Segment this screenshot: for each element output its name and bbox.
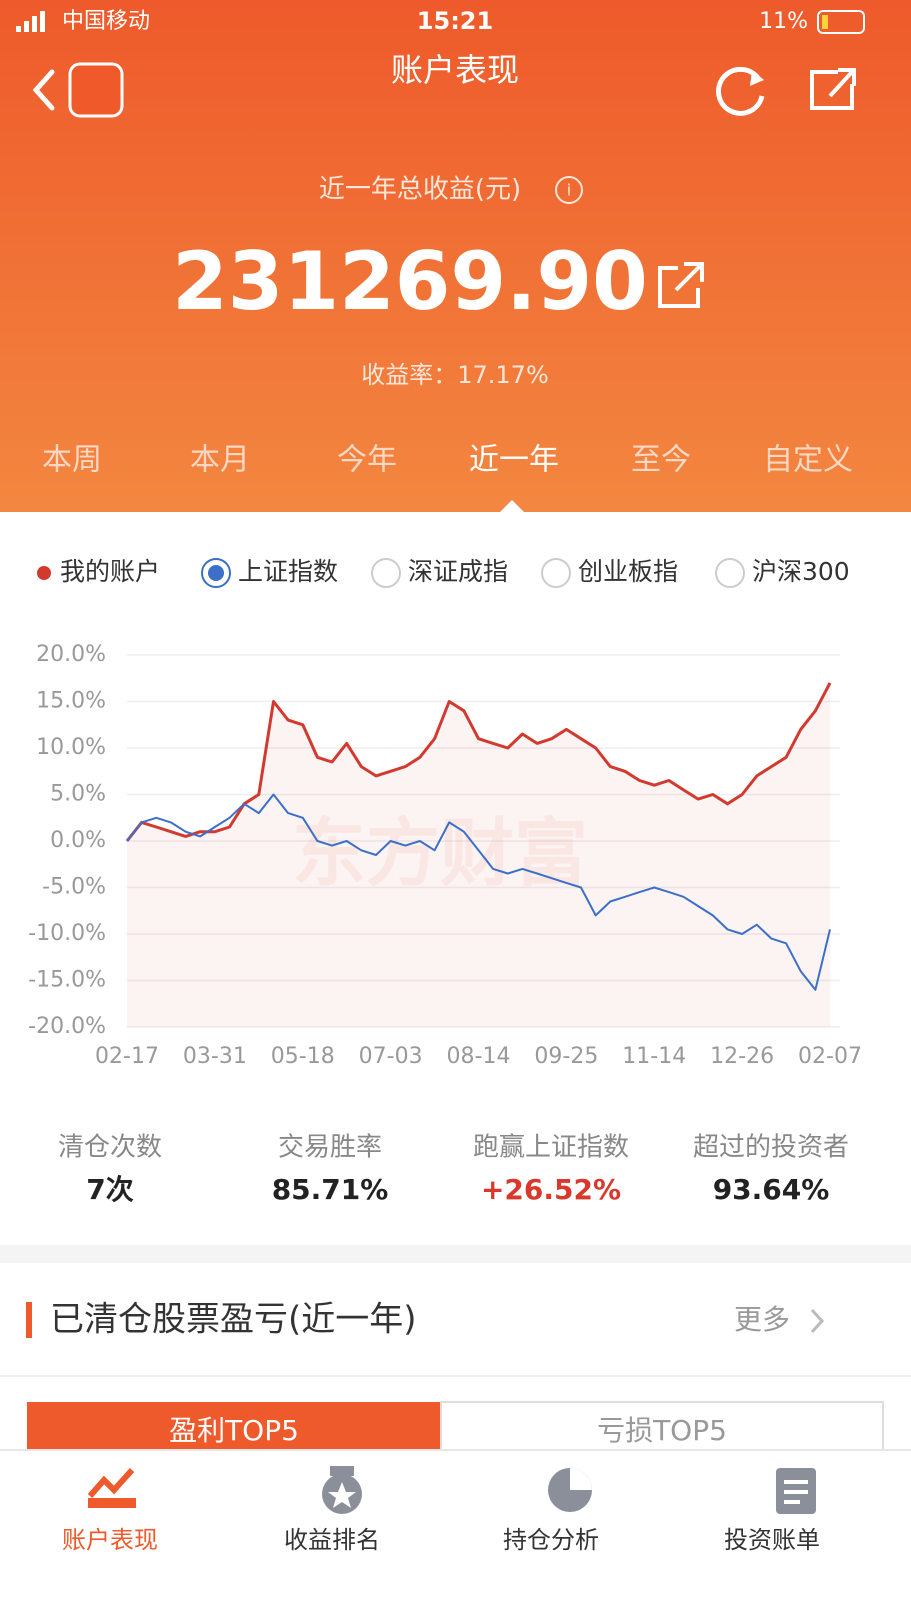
legend-label: 创业板指 [578,557,678,586]
share-button[interactable] [810,68,856,110]
x-tick-label: 11-14 [622,1044,686,1069]
nav-label[interactable]: 收益排名 [284,1526,380,1554]
legend-radio-dot [208,565,224,581]
nav-icon [322,1466,362,1514]
info-icon[interactable] [555,176,583,204]
chart: 我的账户 上证指数 深证成指 创业板指 沪深300 20.0% 15.0% 10.0% 5.0%… [28,557,862,1206]
y-tick-label: -10.0% [28,921,106,946]
watermark: 东方财富 [292,811,588,897]
period-tab[interactable]: 近一年 [469,443,559,478]
period-tab[interactable]: 今年 [337,443,397,478]
signal [16,11,45,32]
page-title: 账户表现 [391,51,519,89]
x-tick-label: 03-31 [183,1044,247,1069]
legend-radio[interactable] [715,558,745,588]
legend-label: 上证指数 [238,557,338,586]
y-tick-label: 15.0% [36,689,106,714]
y-tick-label: 5.0% [50,782,106,807]
x-tick-label: 08-14 [447,1044,511,1069]
period-tab[interactable]: 至今 [631,443,691,478]
section-marker [26,1302,32,1338]
period-tab[interactable]: 本月 [190,443,250,478]
line [126,793,831,991]
summary-label: 近一年总收益(元) [319,175,521,205]
legend-label: 深证成指 [408,557,508,586]
bottom-nav [0,1450,911,1619]
stat-label: 清仓次数 [58,1133,162,1163]
stat-value: 7次 [86,1173,133,1206]
tab-pointer [500,500,524,512]
period-tabs: 本周 本月 今年 近一年 至今 自定义 [42,443,853,478]
more-arrow [810,1308,825,1334]
x-tick-label: 09-25 [534,1044,598,1069]
x-tick-label: 05-18 [271,1044,335,1069]
x-tick-label: 02-07 [798,1044,862,1069]
nav-labels: 账户表现 收益排名 持仓分析 投资账单 [62,1526,820,1554]
legend-radio[interactable] [541,558,571,588]
time: 15:21 [417,7,493,35]
battery-level [822,15,828,29]
stat-value: 93.64% [713,1173,830,1206]
refresh-arrow [750,70,764,86]
subtab-label: 盈利TOP5 [169,1414,299,1447]
legend-radio[interactable] [371,558,401,588]
battery-icon [817,10,865,34]
nav-label[interactable]: 账户表现 [62,1526,158,1554]
app-logo [68,62,124,118]
y-tick-label: 20.0% [36,642,106,667]
stat-value: +26.52% [481,1173,621,1206]
period-tab[interactable]: 本周 [42,443,102,478]
y-tick-label: -5.0% [42,875,106,900]
nav-label[interactable]: 投资账单 [724,1526,820,1554]
stat-value: 85.71% [272,1173,389,1206]
x-tick-label: 12-26 [710,1044,774,1069]
area [127,682,830,1027]
separator [0,1245,911,1263]
y-tick-label: -15.0% [28,968,106,993]
legend-dot [37,566,51,580]
more-link[interactable]: 更多 [734,1303,790,1336]
x-tick-label: 07-03 [359,1044,423,1069]
stat-label: 超过的投资者 [693,1133,849,1163]
battery-text: 11% [759,9,808,34]
nav-icon [548,1468,592,1512]
x-tick-label: 02-17 [95,1044,159,1069]
y-tick-label: 0.0% [50,828,106,853]
nav-label[interactable]: 持仓分析 [503,1526,599,1554]
nav-icon [776,1468,816,1514]
header-bg [0,0,911,512]
stat-label: 交易胜率 [278,1133,382,1163]
amount-share[interactable] [658,262,704,308]
period-tab[interactable]: 自定义 [763,443,853,478]
stat-label: 跑赢上证指数 [473,1133,629,1163]
info-i: i [567,181,571,200]
total-amount: 231269.90 [172,235,648,328]
y-tick-label: -20.0% [28,1014,106,1039]
legend-label: 我的账户 [60,557,160,586]
section-title: 已清仓股票盈亏(近一年) [50,1300,417,1340]
nav-icon [87,1467,136,1508]
legend-label: 沪深300 [752,557,850,586]
refresh-button[interactable] [716,66,765,116]
back-button[interactable] [32,69,55,111]
carrier: 中国移动 [62,9,150,34]
y-tick-label: 10.0% [36,735,106,760]
return-rate: 收益率：17.17% [361,361,549,389]
subtab-label: 亏损TOP5 [597,1414,727,1447]
